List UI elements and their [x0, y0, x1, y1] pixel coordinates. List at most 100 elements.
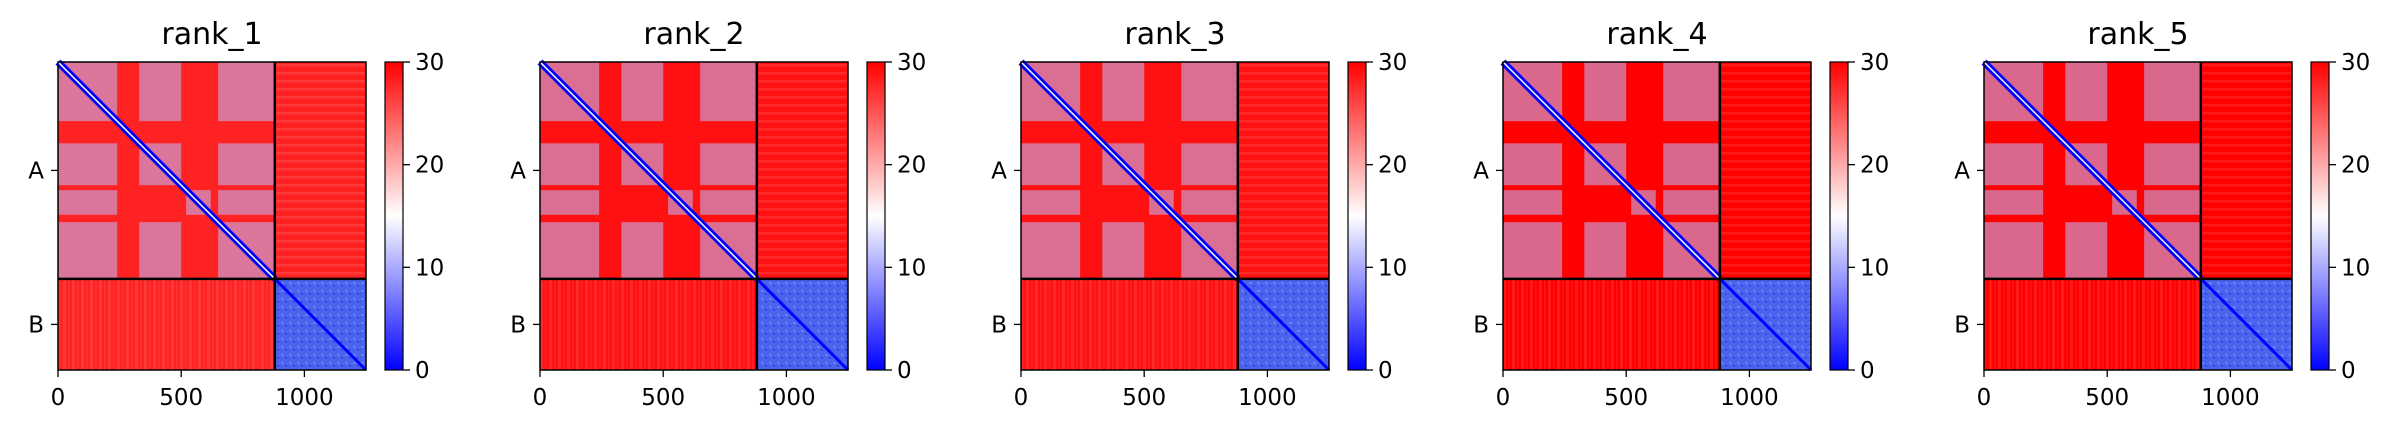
intrachain-b-diagonal: [1718, 277, 1813, 372]
intrachain-a-block: [218, 143, 275, 186]
intrachain-a-diagonal-center: [57, 61, 276, 280]
intrachain-a-block: [1984, 190, 2044, 215]
intrachain-a-block: [1102, 62, 1145, 122]
intrachain-a-block: [1181, 62, 1238, 122]
intrachain-a-block: [700, 143, 757, 186]
intrachain-a-block: [58, 143, 118, 186]
y-tick-label: A: [1473, 158, 1489, 184]
interchain-region-ba: [1021, 278, 1238, 370]
x-tick-label: 1000: [1238, 385, 1297, 411]
y-tick-label: B: [991, 312, 1007, 338]
intrachain-a-block: [540, 190, 600, 215]
intrachain-a-block: [1021, 143, 1081, 186]
interchain-region-ba: [1984, 278, 2201, 370]
intrachain-a-block: [218, 62, 275, 122]
x-tick-label: 500: [2085, 385, 2129, 411]
plot-frame: [539, 61, 849, 371]
colorbar-tick-label: 30: [897, 50, 926, 76]
y-tick-label: A: [510, 158, 526, 184]
colorbar-tick-label: 10: [1378, 255, 1407, 281]
intrachain-a-diagonal-center: [539, 61, 758, 280]
colorbar-tick-label: 20: [1378, 153, 1407, 179]
panel-title: rank_1: [161, 17, 262, 52]
plot-frame: [1983, 61, 2293, 371]
intrachain-a-block: [1663, 62, 1720, 122]
interchain-region-ab: [756, 62, 848, 279]
y-tick-label: B: [1473, 312, 1489, 338]
x-tick-label: 1000: [275, 385, 334, 411]
interchain-region-ab: [274, 62, 366, 279]
intrachain-a-block: [1584, 62, 1627, 122]
intrachain-a-block: [700, 190, 757, 215]
intrachain-a-block: [1181, 190, 1238, 215]
intrachain-a-block: [2144, 190, 2201, 215]
interchain-region-ab: [1237, 62, 1329, 279]
interchain-region-ba: [540, 278, 757, 370]
intrachain-a-block: [139, 222, 182, 279]
colorbar-tick-label: 10: [1860, 255, 1889, 281]
x-tick-label: 0: [1977, 385, 1992, 411]
x-tick-label: 1000: [2201, 385, 2260, 411]
intrachain-a-diagonal-center: [1502, 61, 1721, 280]
y-tick-label: B: [510, 312, 526, 338]
x-tick-label: 0: [1496, 385, 1511, 411]
plot-frame: [1020, 61, 1330, 371]
colorbar-tick-label: 0: [1378, 358, 1393, 384]
plot-frame: [1502, 61, 1812, 371]
intrachain-a-block: [1984, 143, 2044, 186]
x-tick-label: 1000: [1720, 385, 1779, 411]
colorbar-tick-label: 30: [1860, 50, 1889, 76]
x-tick-label: 500: [159, 385, 203, 411]
colorbar-tick-label: 20: [2341, 153, 2370, 179]
intrachain-b-diagonal: [273, 277, 368, 372]
interchain-region-ba: [1503, 278, 1720, 370]
colorbar-tick-label: 20: [897, 153, 926, 179]
intrachain-a-block: [1584, 222, 1627, 279]
x-tick-label: 500: [1604, 385, 1648, 411]
colorbar: [2310, 61, 2330, 371]
intrachain-a-block: [1663, 190, 1720, 215]
colorbar-tick-label: 20: [415, 153, 444, 179]
panel-rank_3: rank_3 0 500 1000 A B 0 10 20 30: [991, 17, 1407, 411]
intrachain-a-block: [2144, 62, 2201, 122]
interchain-region-ab: [1719, 62, 1811, 279]
x-tick-label: 0: [1014, 385, 1029, 411]
colorbar-tick-label: 10: [415, 255, 444, 281]
intrachain-a-block: [1663, 143, 1720, 186]
intrachain-b-diagonal: [1236, 277, 1331, 372]
intrachain-a-block: [540, 143, 600, 186]
intrachain-a-block: [139, 62, 182, 122]
colorbar: [1829, 61, 1849, 371]
intrachain-a-block: [1181, 143, 1238, 186]
y-tick-label: A: [991, 158, 1007, 184]
colorbar-tick-label: 0: [2341, 358, 2356, 384]
panel-rank_1: rank_1 0 500 1000 A B 0 10 20 30: [28, 17, 444, 411]
intrachain-a-block: [218, 190, 275, 215]
intrachain-a-block: [540, 222, 600, 279]
intrachain-a-block: [621, 222, 664, 279]
intrachain-a-block: [700, 62, 757, 122]
intrachain-a-block: [2065, 62, 2108, 122]
x-tick-label: 1000: [757, 385, 816, 411]
plot-frame: [57, 61, 367, 371]
interchain-region-ba: [58, 278, 275, 370]
panel-title: rank_5: [2087, 17, 2188, 52]
y-tick-label: A: [28, 158, 44, 184]
intrachain-a-block: [2144, 143, 2201, 186]
colorbar-tick-label: 30: [415, 50, 444, 76]
panel-rank_4: rank_4 0 500 1000 A B 0 10 20 30: [1473, 17, 1889, 411]
intrachain-a-block: [1503, 143, 1563, 186]
intrachain-a-block: [1021, 190, 1081, 215]
colorbar-tick-label: 0: [1860, 358, 1875, 384]
intrachain-a-block: [1102, 222, 1145, 279]
panel-title: rank_3: [1124, 17, 1225, 52]
colorbar-tick-label: 0: [897, 358, 912, 384]
panel-rank_2: rank_2 0 500 1000 A B 0 10 20 30: [510, 17, 926, 411]
colorbar-tick-label: 20: [1860, 153, 1889, 179]
colorbar-tick-label: 10: [2341, 255, 2370, 281]
intrachain-a-block: [58, 222, 118, 279]
y-tick-label: A: [1954, 158, 1970, 184]
colorbar: [866, 61, 886, 371]
intrachain-a-diagonal-center: [1020, 61, 1239, 280]
